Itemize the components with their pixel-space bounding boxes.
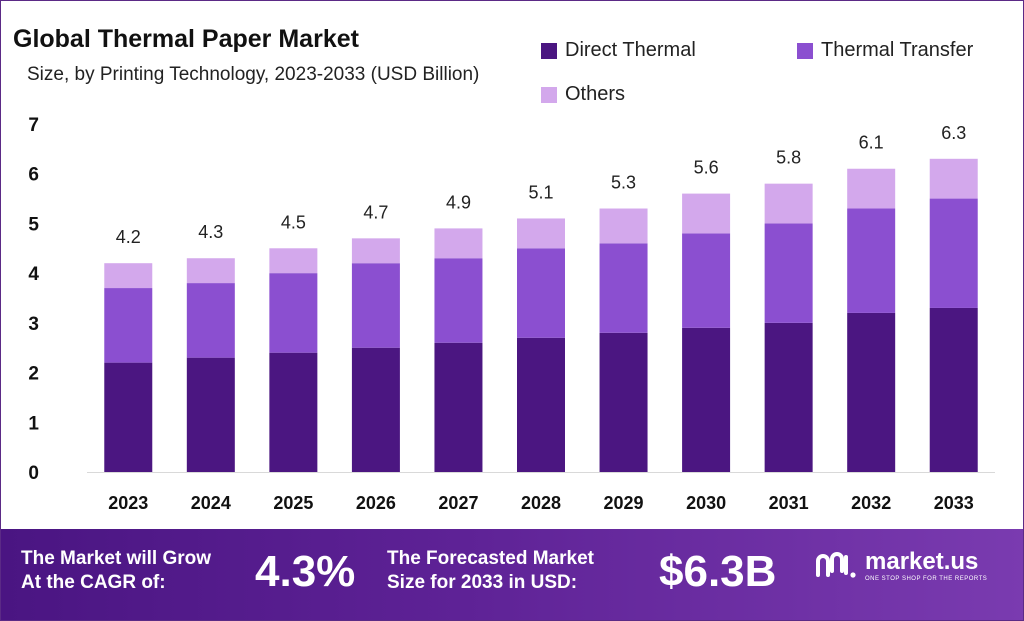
x-tick-label: 2030 bbox=[686, 493, 726, 513]
footer-banner: The Market will Grow At the CAGR of: 4.3… bbox=[1, 529, 1023, 620]
bar-segment-direct-thermal bbox=[682, 327, 731, 472]
legend-label-direct-thermal: Direct Thermal bbox=[565, 39, 696, 61]
x-tick-label: 2026 bbox=[356, 493, 396, 513]
cagr-value: 4.3% bbox=[255, 547, 356, 596]
bar-segment-direct-thermal bbox=[269, 352, 318, 472]
legend-label-thermal-transfer: Thermal Transfer bbox=[821, 39, 974, 61]
forecast-value: $6.3B bbox=[659, 547, 777, 596]
legend-swatch-direct-thermal bbox=[541, 42, 557, 59]
x-tick-label: 2031 bbox=[769, 493, 809, 513]
x-tick-label: 2028 bbox=[521, 493, 561, 513]
bar-segment-direct-thermal bbox=[351, 347, 400, 472]
x-tick-label: 2027 bbox=[438, 493, 478, 513]
bar-segment-others bbox=[351, 238, 400, 264]
bar-total-label: 4.9 bbox=[446, 192, 471, 212]
chart-subtitle: Size, by Printing Technology, 2023-2033 … bbox=[27, 64, 480, 85]
bar-segment-thermal-transfer bbox=[682, 233, 731, 328]
forecast-caption: The Forecasted Market Size for 2033 in U… bbox=[387, 547, 594, 595]
bar-total-label: 6.1 bbox=[859, 133, 884, 153]
x-tick-label: 2025 bbox=[273, 493, 313, 513]
legend-label-others: Others bbox=[565, 83, 626, 105]
market-us-logo: market.us ONE STOP SHOP FOR THE REPORTS bbox=[813, 549, 987, 583]
bar-segment-thermal-transfer bbox=[351, 263, 400, 348]
bar-segment-thermal-transfer bbox=[599, 243, 648, 333]
cagr-caption-line2: At the CAGR of: bbox=[21, 572, 166, 593]
bar-segment-direct-thermal bbox=[599, 332, 648, 472]
bar-segment-others bbox=[434, 228, 483, 259]
bar-segment-others bbox=[104, 263, 153, 289]
market-us-logo-icon bbox=[816, 552, 856, 578]
bar-total-label: 6.3 bbox=[941, 123, 966, 143]
y-tick-label: 7 bbox=[28, 115, 39, 136]
bar-total-label: 5.3 bbox=[611, 173, 636, 193]
bar-total-label: 5.6 bbox=[694, 158, 719, 178]
logo-name: market.us bbox=[865, 548, 979, 575]
legend-item-others: Others bbox=[541, 83, 625, 106]
forecast-caption-line2: Size for 2033 in USD: bbox=[387, 572, 578, 593]
bar-total-label: 4.5 bbox=[281, 212, 306, 232]
x-tick-label: 2033 bbox=[934, 493, 974, 513]
legend-item-thermal-transfer: Thermal Transfer bbox=[797, 39, 973, 62]
bar-segment-others bbox=[186, 258, 235, 284]
y-tick-label: 5 bbox=[28, 214, 39, 235]
bar-segment-others bbox=[682, 193, 731, 234]
bar-segment-thermal-transfer bbox=[434, 258, 483, 343]
stacked-bar-chart: 0 1 2 3 4 5 6 7 4.2 2023 4.3 2024 4.5 2025 4.7 2026 4.9 2… bbox=[28, 115, 995, 513]
chart-title: Global Thermal Paper Market bbox=[13, 25, 359, 53]
bar-segment-others bbox=[764, 183, 813, 224]
bar-segment-direct-thermal bbox=[764, 322, 813, 472]
bar-total-label: 5.8 bbox=[776, 148, 801, 168]
bar-segment-direct-thermal bbox=[929, 307, 978, 472]
bar-total-label: 5.1 bbox=[528, 182, 553, 202]
legend-swatch-thermal-transfer bbox=[797, 42, 813, 59]
logo-tagline: ONE STOP SHOP FOR THE REPORTS bbox=[865, 576, 988, 582]
y-tick-label: 1 bbox=[28, 413, 39, 434]
bar-segment-direct-thermal bbox=[847, 312, 896, 472]
bar-segment-others bbox=[847, 168, 896, 209]
y-tick-label: 3 bbox=[28, 314, 39, 335]
forecast-caption-line1: The Forecasted Market bbox=[387, 548, 594, 569]
bar-total-label: 4.2 bbox=[116, 227, 141, 247]
y-tick-label: 6 bbox=[28, 165, 39, 186]
bar-segment-thermal-transfer bbox=[764, 223, 813, 323]
bar-segment-thermal-transfer bbox=[929, 198, 978, 308]
legend-swatch-others bbox=[541, 86, 557, 103]
y-tick-label: 2 bbox=[28, 364, 39, 385]
bar-segment-thermal-transfer bbox=[269, 273, 318, 353]
x-tick-label: 2032 bbox=[851, 493, 891, 513]
x-tick-label: 2023 bbox=[108, 493, 148, 513]
bar-segment-thermal-transfer bbox=[847, 208, 896, 313]
bar-total-label: 4.7 bbox=[363, 202, 388, 222]
bar-segment-others bbox=[517, 218, 565, 249]
x-tick-label: 2024 bbox=[191, 493, 231, 513]
bar-segment-others bbox=[929, 158, 978, 199]
bar-segment-direct-thermal bbox=[104, 362, 153, 472]
bar-segment-direct-thermal bbox=[434, 342, 483, 472]
bar-segment-others bbox=[269, 248, 318, 274]
bar-segment-direct-thermal bbox=[186, 357, 235, 472]
bar-segment-thermal-transfer bbox=[104, 288, 153, 363]
bar-segment-others bbox=[599, 208, 648, 244]
bar-segment-direct-thermal bbox=[517, 337, 565, 472]
y-tick-label: 0 bbox=[28, 463, 39, 484]
x-tick-label: 2029 bbox=[604, 493, 644, 513]
legend-item-direct-thermal: Direct Thermal bbox=[541, 39, 696, 62]
bar-total-label: 4.3 bbox=[198, 222, 223, 242]
cagr-caption: The Market will Grow At the CAGR of: bbox=[21, 547, 211, 595]
cagr-caption-line1: The Market will Grow bbox=[21, 548, 212, 569]
bar-segment-thermal-transfer bbox=[517, 248, 565, 338]
y-tick-label: 4 bbox=[28, 264, 39, 285]
bar-segment-thermal-transfer bbox=[186, 283, 235, 358]
